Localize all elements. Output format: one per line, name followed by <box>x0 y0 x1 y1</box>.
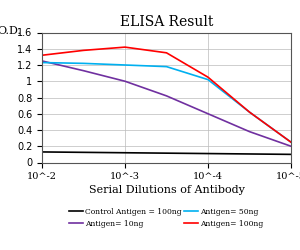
Text: O.D.: O.D. <box>0 26 21 36</box>
Antigen= 100ng <box>206 76 210 79</box>
Antigen= 50ng <box>206 78 210 81</box>
Antigen= 10ng <box>206 112 210 115</box>
Line: Antigen= 50ng: Antigen= 50ng <box>42 62 291 142</box>
Antigen= 50ng <box>165 65 168 68</box>
Legend: Control Antigen = 100ng, Antigen= 10ng, Antigen= 50ng, Antigen= 100ng: Control Antigen = 100ng, Antigen= 10ng, … <box>69 208 264 228</box>
Antigen= 100ng <box>165 51 168 54</box>
Control Antigen = 100ng <box>123 151 127 154</box>
Line: Antigen= 10ng: Antigen= 10ng <box>42 61 291 146</box>
Antigen= 50ng <box>123 64 127 66</box>
Antigen= 100ng <box>248 110 251 114</box>
Line: Control Antigen = 100ng: Control Antigen = 100ng <box>42 152 291 154</box>
Antigen= 100ng <box>123 46 127 48</box>
Antigen= 100ng <box>40 54 44 57</box>
Title: ELISA Result: ELISA Result <box>120 14 213 28</box>
Antigen= 50ng <box>40 61 44 64</box>
Control Antigen = 100ng <box>289 153 293 156</box>
Antigen= 10ng <box>123 80 127 83</box>
Antigen= 50ng <box>289 141 293 144</box>
Antigen= 10ng <box>82 69 85 72</box>
Antigen= 50ng <box>82 62 85 65</box>
Antigen= 100ng <box>289 141 293 144</box>
Control Antigen = 100ng <box>40 150 44 154</box>
Control Antigen = 100ng <box>206 152 210 155</box>
Line: Antigen= 100ng: Antigen= 100ng <box>42 47 291 142</box>
Antigen= 10ng <box>248 130 251 133</box>
Antigen= 10ng <box>40 60 44 62</box>
Antigen= 10ng <box>165 94 168 97</box>
Antigen= 10ng <box>289 145 293 148</box>
Antigen= 100ng <box>82 49 85 52</box>
X-axis label: Serial Dilutions of Antibody: Serial Dilutions of Antibody <box>88 186 244 196</box>
Antigen= 50ng <box>248 110 251 114</box>
